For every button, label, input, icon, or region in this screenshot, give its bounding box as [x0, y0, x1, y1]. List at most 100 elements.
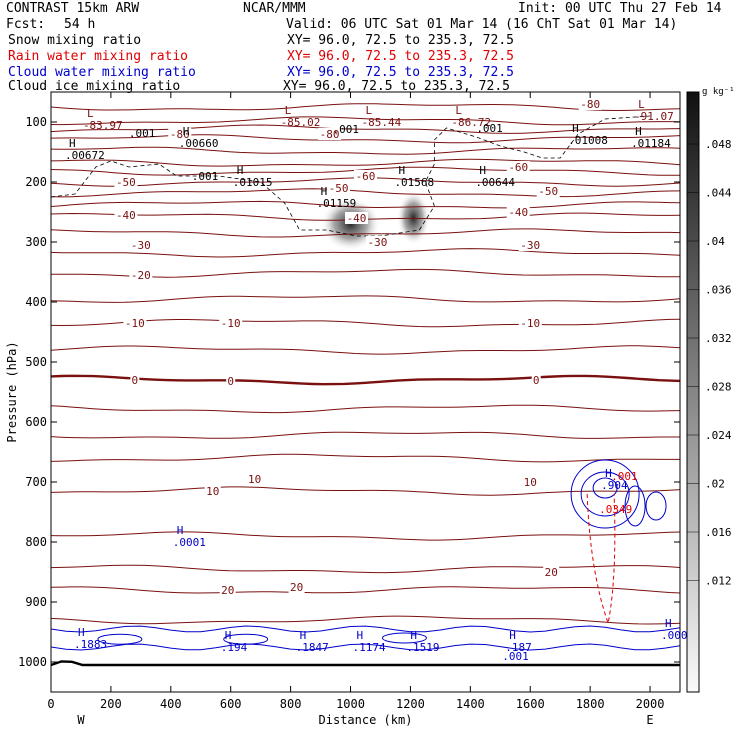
extremum-value: -83.97 — [83, 119, 123, 132]
cloud-water-value: .001 — [502, 650, 529, 663]
cloud-water-contour — [580, 471, 630, 517]
isotherm-line — [51, 158, 680, 167]
colorbar-tick-label: .024 — [705, 429, 732, 442]
y-tick-label: 900 — [25, 595, 47, 609]
cloud-water-letter: H — [225, 629, 232, 642]
colorbar-tick-label: .048 — [705, 138, 732, 151]
y-tick-label: 300 — [25, 235, 47, 249]
rain-contour — [586, 493, 616, 625]
x-axis-label: Distance (km) — [319, 713, 413, 727]
extremum-value: .01568 — [394, 176, 434, 189]
colorbar-tick-label: .032 — [705, 332, 732, 345]
cloud-water-contour — [97, 633, 143, 645]
field-cloudwater-name: Cloud water mixing ratio — [8, 65, 196, 80]
fcst-label: Fcst: — [6, 17, 46, 32]
isotherm-line — [51, 124, 680, 134]
colorbar-tick-label: .02 — [705, 478, 725, 491]
cloud-water-contour — [570, 459, 640, 529]
rain-label: .001 — [611, 470, 638, 483]
field-snow-xy: XY= 96.0, 72.5 to 235.3, 72.5 — [287, 33, 514, 48]
cloud-water-value: .904 — [601, 479, 628, 492]
field-rain-xy: XY= 96.0, 72.5 to 235.3, 72.5 — [287, 49, 514, 64]
colorbar-unit: g kg⁻¹ — [702, 87, 735, 97]
cloud-water-value: .1519 — [406, 641, 439, 654]
extremum-value: .01008 — [568, 134, 608, 147]
cloud-water-letter: H — [665, 617, 672, 630]
extremum-letter: H — [398, 164, 405, 177]
colorbar-tick-label: .04 — [705, 235, 725, 248]
x-tick-label: 1600 — [516, 697, 545, 711]
isotherm-line — [51, 146, 680, 155]
cloud-water-contour — [223, 633, 269, 645]
cloud-water-letter: H — [509, 629, 516, 642]
snow-contour-label: .001 — [476, 122, 503, 135]
isotherm-label: -60 — [356, 170, 376, 183]
isotherm-label: -40 — [508, 206, 528, 219]
isotherm-label: -60 — [508, 161, 528, 174]
isotherm-label: 10 — [524, 476, 537, 489]
isotherm-label: 0 — [533, 374, 540, 387]
field-rain-name: Rain water mixing ratio — [8, 49, 189, 64]
extremum-value: -86.72 — [451, 116, 491, 129]
isotherm-label: -80 — [170, 128, 190, 141]
surface-line — [51, 660, 680, 667]
colorbar-tick-label: .044 — [705, 187, 732, 200]
field-cloudwater-xy: XY= 96.0, 72.5 to 235.3, 72.5 — [287, 65, 514, 80]
isotherm-label: -50 — [116, 176, 136, 189]
isotherm-line — [51, 374, 680, 386]
isotherm-line — [51, 318, 680, 328]
extremum-letter: H — [237, 164, 244, 177]
isotherm-label: -50 — [329, 182, 349, 195]
isotherm-label: 10 — [248, 473, 261, 486]
y-tick-label: 600 — [25, 415, 47, 429]
rain-label: .0349 — [599, 503, 632, 516]
init-time: Init: 00 UTC Thu 27 Feb 14 — [518, 1, 722, 16]
west-label: W — [77, 713, 85, 727]
cloud-water-letter: H — [177, 524, 184, 537]
isotherm-label: 0 — [132, 374, 139, 387]
x-tick-label: 400 — [160, 697, 182, 711]
extremum-letter: L — [366, 104, 373, 117]
extremum-letter: H — [479, 164, 486, 177]
isotherm-label: 20 — [545, 566, 558, 579]
x-tick-label: 1400 — [456, 697, 485, 711]
isotherm-line — [51, 248, 680, 258]
fcst-value: 54 h — [64, 17, 96, 32]
cloud-water-value: .0001 — [173, 536, 206, 549]
isotherm-line — [51, 615, 680, 625]
colorbar — [686, 91, 700, 693]
isotherm-line — [51, 345, 680, 355]
isotherm-label: -40 — [116, 209, 136, 222]
extremum-letter: H — [69, 137, 76, 150]
cloud-water-contour — [51, 625, 680, 633]
cloud-water-contour — [592, 477, 618, 499]
field-cloudice-name: Cloud ice mixing ratio — [8, 79, 181, 94]
extremum-value: .00644 — [475, 176, 515, 189]
field-cloudice-xy: XY= 96.0, 72.5 to 235.3, 72.5 — [283, 79, 510, 94]
y-tick-label: 400 — [25, 295, 47, 309]
extremum-value: -85.44 — [362, 116, 402, 129]
extremum-value: -91.07 — [634, 110, 674, 123]
x-tick-label: 600 — [220, 697, 242, 711]
x-tick-label: 200 — [100, 697, 122, 711]
isotherm-label: -10 — [125, 317, 145, 330]
cloud-water-contour — [624, 485, 646, 527]
isotherm-label: -10 — [221, 317, 241, 330]
extremum-value: .01015 — [233, 176, 273, 189]
extremum-value: -85.02 — [281, 116, 321, 129]
y-tick-label: 1000 — [18, 655, 47, 669]
extremum-value: .00672 — [65, 149, 105, 162]
isotherm-label: 20 — [290, 581, 303, 594]
snow-contour-dashed — [51, 115, 651, 237]
x-tick-label: 0 — [47, 697, 54, 711]
isotherm-line — [51, 200, 680, 209]
colorbar-tick-label: .036 — [705, 284, 732, 297]
isotherm-label: -30 — [520, 239, 540, 252]
cloud-water-value: .1847 — [296, 641, 329, 654]
isotherm-line — [51, 486, 680, 496]
isotherm-line — [51, 295, 680, 303]
isotherm-line — [51, 431, 680, 439]
model-title: CONTRAST 15km ARW — [6, 1, 140, 16]
cloud-water-value: .1174 — [353, 641, 386, 654]
isotherm-line — [51, 564, 680, 574]
